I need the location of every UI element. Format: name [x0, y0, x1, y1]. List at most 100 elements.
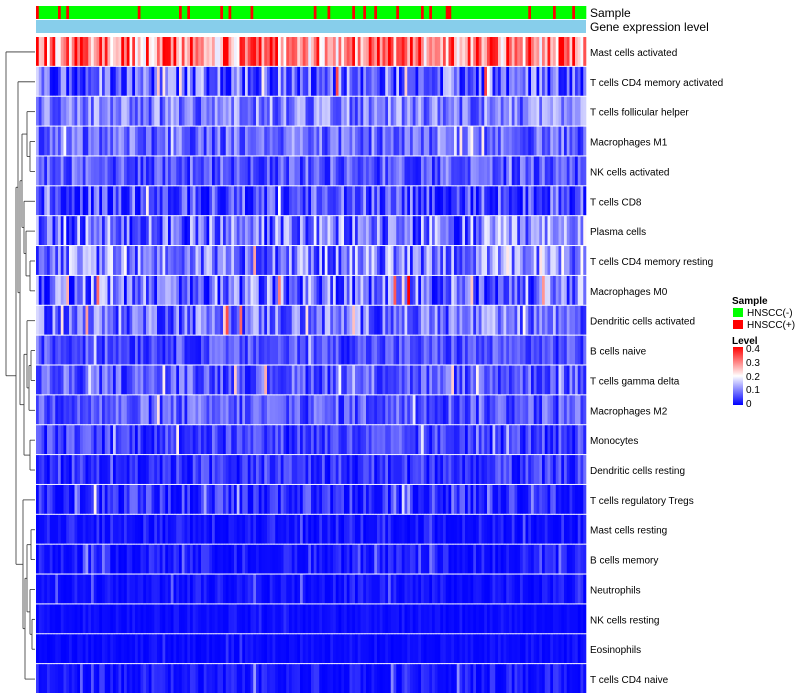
heatmap-cell — [454, 186, 458, 216]
heatmap-cell — [71, 246, 75, 275]
heatmap-cell — [245, 96, 249, 126]
heatmap-cell — [445, 634, 449, 664]
heatmap-cell — [179, 305, 183, 335]
heatmap-cell — [368, 604, 372, 634]
heatmap-cell — [55, 574, 59, 604]
heatmap-cell — [283, 246, 287, 275]
heatmap-cell — [415, 634, 419, 664]
heatmap-cell — [264, 484, 268, 514]
heatmap-cell — [410, 96, 414, 126]
heatmap-cell — [583, 96, 587, 126]
heatmap-cell — [555, 305, 559, 335]
heatmap-cell — [104, 156, 108, 186]
heatmap-cell — [283, 484, 287, 514]
sample-annotation-cell — [421, 6, 425, 19]
heatmap-cell — [36, 395, 40, 425]
heatmap-cell — [280, 574, 284, 604]
heatmap-cell — [399, 634, 403, 664]
heatmap-cell — [489, 455, 493, 484]
heatmap-cell — [481, 574, 485, 604]
heatmap-cell — [165, 395, 169, 425]
heatmap-cell — [539, 484, 543, 514]
heatmap-cell — [162, 574, 166, 604]
heatmap-cell — [214, 634, 218, 664]
heatmap-cell — [401, 66, 405, 96]
heatmap-cell — [539, 544, 543, 574]
heatmap-cell — [49, 604, 53, 634]
heatmap-cell — [443, 455, 447, 484]
heatmap-cell — [522, 37, 526, 66]
heatmap-cell — [448, 365, 452, 395]
heatmap-cell — [542, 395, 546, 425]
heatmap-cell — [558, 574, 562, 604]
heatmap-cell — [247, 664, 251, 693]
heatmap-cell — [338, 66, 342, 96]
heatmap-cell — [148, 484, 152, 514]
heatmap-cell — [236, 216, 240, 246]
heatmap-cell — [382, 275, 386, 305]
heatmap-cell — [465, 365, 469, 395]
heatmap-cell — [374, 574, 378, 604]
heatmap-cell — [352, 66, 356, 96]
heatmap-cell — [170, 604, 174, 634]
heatmap-cell — [168, 96, 172, 126]
heatmap-cell — [104, 365, 108, 395]
heatmap-cell — [308, 275, 312, 305]
heatmap-cell — [324, 574, 328, 604]
heatmap-cell — [91, 305, 95, 335]
heatmap-cell — [465, 544, 469, 574]
heatmap-cell — [333, 574, 337, 604]
heatmap-cell — [382, 484, 386, 514]
heatmap-cell — [261, 216, 265, 246]
heatmap-cell — [214, 335, 218, 365]
heatmap-cell — [247, 66, 251, 96]
heatmap-cell — [184, 634, 188, 664]
heatmap-cell — [327, 335, 331, 365]
heatmap-cell — [481, 395, 485, 425]
heatmap-cell — [484, 37, 488, 66]
heatmap-cell — [506, 156, 510, 186]
heatmap-cell — [118, 634, 122, 664]
heatmap-cell — [170, 275, 174, 305]
heatmap-cell — [242, 514, 246, 544]
heatmap-cell — [547, 365, 551, 395]
heatmap-cell — [278, 275, 282, 305]
heatmap-cell — [245, 246, 249, 275]
heatmap-cell — [192, 335, 196, 365]
heatmap-cell — [113, 66, 117, 96]
heatmap-cell — [209, 126, 213, 156]
heatmap-cell — [517, 246, 521, 275]
heatmap-cell — [231, 395, 235, 425]
heatmap-cell — [231, 96, 235, 126]
heatmap-cell — [157, 365, 161, 395]
heatmap-cell — [104, 37, 108, 66]
heatmap-cell — [495, 664, 499, 693]
heatmap-cell — [346, 186, 350, 216]
heatmap-cell — [132, 216, 136, 246]
heatmap-cell — [467, 66, 471, 96]
heatmap-cell — [360, 186, 364, 216]
heatmap-cell — [223, 425, 227, 455]
heatmap-cell — [269, 96, 273, 126]
heatmap-cell — [135, 126, 139, 156]
heatmap-cell — [291, 66, 295, 96]
heatmap-cell — [478, 425, 482, 455]
heatmap-cell — [412, 275, 416, 305]
heatmap-cell — [495, 37, 499, 66]
heatmap-cell — [489, 574, 493, 604]
heatmap-cell — [223, 395, 227, 425]
heatmap-cell — [203, 455, 207, 484]
heatmap-cell — [212, 514, 216, 544]
heatmap-cell — [258, 216, 262, 246]
heatmap-cell — [93, 305, 97, 335]
heatmap-cell — [520, 455, 524, 484]
heatmap-cell — [522, 305, 526, 335]
heatmap-cell — [60, 365, 64, 395]
heatmap-cell — [511, 425, 515, 455]
heatmap-cell — [82, 275, 86, 305]
heatmap-cell — [66, 514, 70, 544]
heatmap-cell — [440, 634, 444, 664]
heatmap-cell — [374, 634, 378, 664]
heatmap-cell — [267, 96, 271, 126]
heatmap-cell — [143, 335, 147, 365]
